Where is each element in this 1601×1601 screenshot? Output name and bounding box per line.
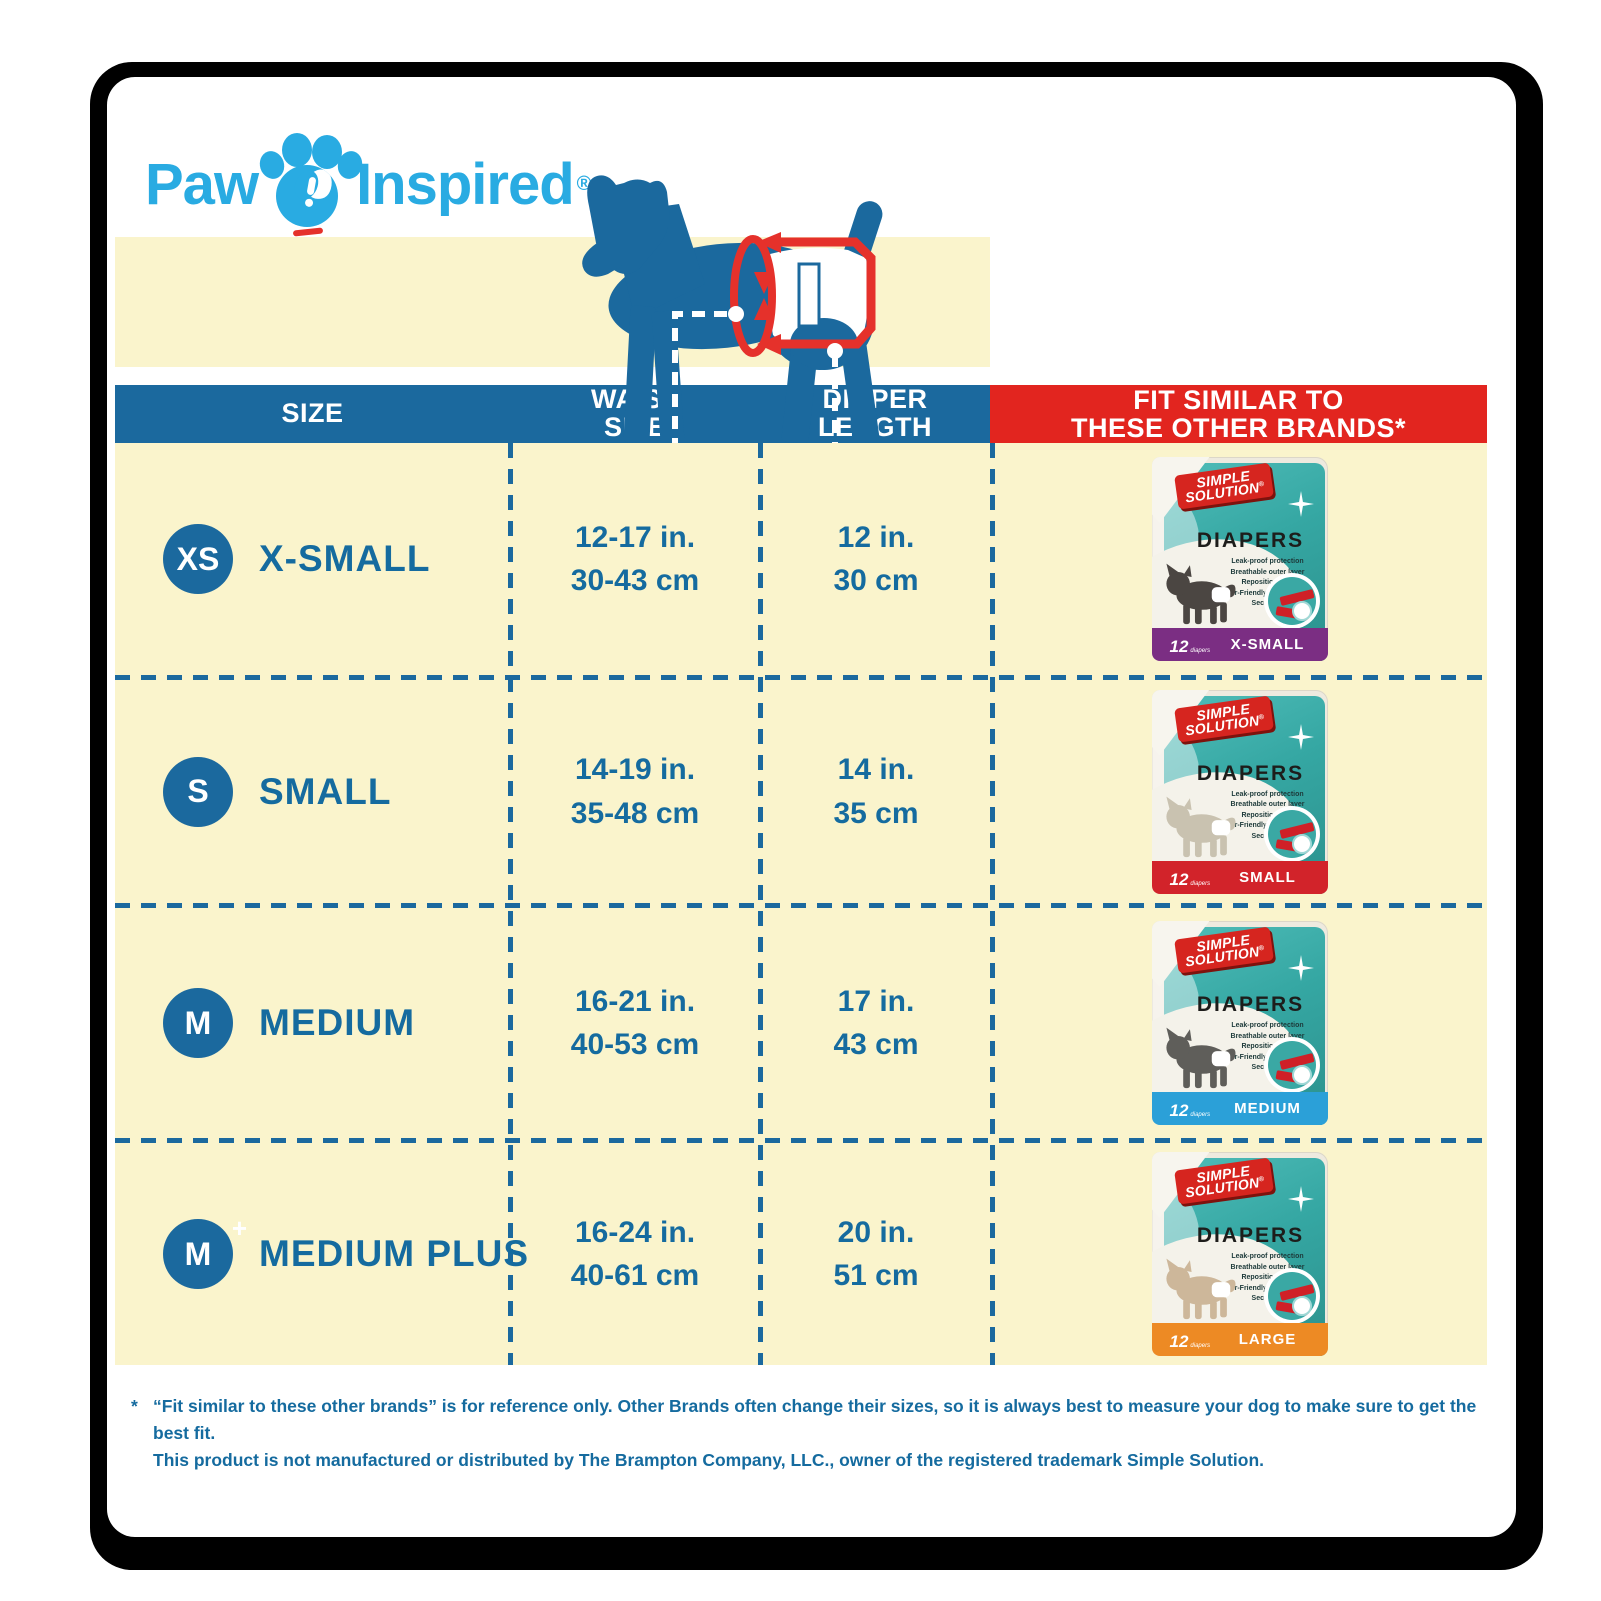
size-badge: M: [163, 988, 233, 1058]
product-package: SIMPLE SOLUTION® DIAPERS Leak-proof prot…: [1151, 689, 1328, 894]
package-product-name: DIAPERS: [1196, 761, 1305, 785]
sizing-chart-card: Paw Inspired ® SIZING CHART: [107, 77, 1516, 1537]
row-divider: [115, 903, 1487, 908]
col-header-size: SIZE: [281, 398, 344, 429]
waist-size-value: 16-21 in. 40-53 cm: [570, 984, 700, 1062]
diaper-length-value: 12 in. 30 cm: [833, 520, 919, 598]
table-body: XS X-SMALL 12-17 in. 30-43 cm 12 in. 30 cm…: [115, 443, 1487, 1365]
table-row: M + MEDIUM PLUS 16-24 in. 40-61 cm 20 in. 5…: [115, 1143, 1487, 1365]
size-badge: XS: [163, 524, 233, 594]
diaper-length-value: 17 in. 43 cm: [833, 984, 919, 1062]
col-header-brands: FIT SIMILAR TO THESE OTHER BRANDS*: [990, 385, 1487, 443]
table-row: S SMALL 14-19 in. 35-48 cm 14 in. 35 cm SI…: [115, 680, 1487, 903]
sparkle-icon: [1287, 491, 1314, 517]
package-seal: [1263, 1037, 1320, 1093]
footnote-asterisk: *: [131, 1396, 138, 1416]
package-size-band: 12 diapers SMALL: [1151, 860, 1328, 894]
waist-size-value: 14-19 in. 35-48 cm: [570, 753, 700, 830]
footnote-text: “Fit similar to these other brands” is f…: [153, 1396, 1477, 1471]
product-package: SIMPLE SOLUTION® DIAPERS Leak-proof prot…: [1151, 457, 1328, 661]
logo-word-inspired: Inspired: [356, 151, 575, 217]
paw-inspired-logo: Paw Inspired ®: [145, 125, 591, 254]
package-size-band: 12 diapers LARGE: [1151, 1323, 1328, 1356]
package-seal: [1263, 805, 1320, 862]
package-product-name: DIAPERS: [1196, 529, 1305, 552]
package-product-name: DIAPERS: [1196, 1224, 1305, 1247]
table-row: XS X-SMALL 12-17 in. 30-43 cm 12 in. 30 cm…: [115, 443, 1487, 675]
package-dog-photo: [1165, 1027, 1235, 1089]
package-seal: [1263, 573, 1320, 629]
package-size-band: 12 diapers MEDIUM: [1151, 1092, 1328, 1125]
package-seal: [1263, 1268, 1320, 1324]
waist-size-value: 12-17 in. 30-43 cm: [570, 520, 700, 598]
size-badge: S: [163, 756, 233, 827]
waist-size-value: 16-24 in. 40-61 cm: [570, 1215, 700, 1293]
sparkle-icon: [1287, 1186, 1314, 1212]
product-package: SIMPLE SOLUTION® DIAPERS Leak-proof prot…: [1151, 1152, 1328, 1356]
product-package: SIMPLE SOLUTION® DIAPERS Leak-proof prot…: [1151, 921, 1328, 1125]
package-dog-photo: [1165, 1258, 1235, 1320]
sparkle-icon: [1287, 723, 1314, 750]
paw-lightbulb-icon: [254, 125, 366, 254]
logo-word-paw: Paw: [145, 151, 259, 217]
package-product-name: DIAPERS: [1196, 993, 1305, 1016]
dog-measurement-diagram: [582, 175, 883, 443]
package-dog-photo: [1165, 563, 1235, 625]
sparkle-icon: [1287, 955, 1314, 981]
table-row: M MEDIUM 16-21 in. 40-53 cm 17 in. 43 cm S…: [115, 908, 1487, 1138]
size-name: MEDIUM: [259, 1002, 416, 1043]
size-name: X-SMALL: [259, 538, 431, 579]
size-name: SMALL: [259, 770, 392, 812]
row-divider: [115, 1138, 1487, 1143]
footnote: * “Fit similar to these other brands” is…: [131, 1393, 1491, 1474]
diaper-length-value: 14 in. 35 cm: [833, 753, 919, 830]
size-badge: M +: [163, 1213, 247, 1289]
diaper-length-value: 20 in. 51 cm: [833, 1215, 919, 1293]
package-size-band: 12 diapers X-SMALL: [1151, 628, 1328, 661]
row-divider: [115, 675, 1487, 680]
size-name: MEDIUM PLUS: [259, 1233, 529, 1274]
package-dog-photo: [1165, 796, 1235, 857]
